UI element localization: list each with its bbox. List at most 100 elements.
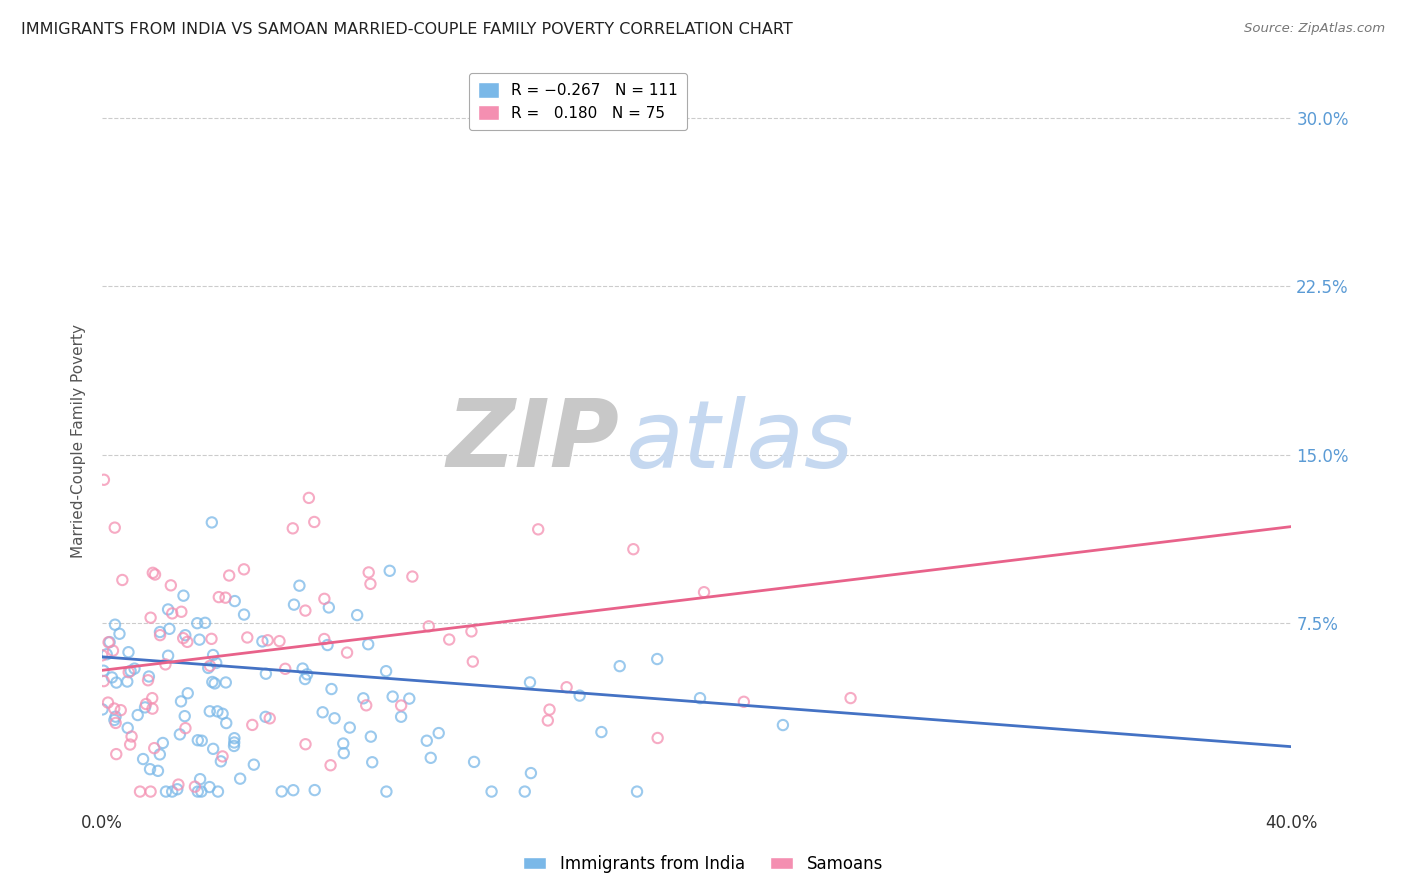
Point: [214, 591, 236, 605]
Point: [209, 755, 232, 769]
Point: [155, 784, 177, 798]
Point: [398, 691, 420, 706]
Point: [311, 706, 333, 720]
Point: [104, 715, 127, 730]
Legend: R = −0.267   N = 111, R =   0.180   N = 75: R = −0.267 N = 111, R = 0.180 N = 75: [468, 73, 688, 129]
Point: [354, 698, 377, 713]
Text: Source: ZipAtlas.com: Source: ZipAtlas.com: [1244, 22, 1385, 36]
Point: [274, 662, 297, 676]
Point: [160, 607, 183, 621]
Point: [127, 708, 149, 723]
Point: [233, 607, 256, 622]
Point: [527, 522, 550, 536]
Point: [256, 633, 278, 648]
Point: [243, 757, 266, 772]
Point: [104, 617, 127, 632]
Point: [645, 652, 668, 666]
Point: [229, 772, 252, 786]
Point: [332, 737, 354, 751]
Point: [204, 676, 226, 690]
Point: [461, 655, 484, 669]
Point: [198, 780, 221, 794]
Point: [211, 749, 233, 764]
Point: [568, 689, 591, 703]
Point: [236, 631, 259, 645]
Point: [460, 624, 482, 639]
Point: [693, 585, 716, 599]
Point: [91, 702, 114, 716]
Point: [437, 632, 460, 647]
Point: [240, 718, 263, 732]
Point: [146, 764, 169, 778]
Point: [401, 569, 423, 583]
Point: [224, 735, 246, 749]
Point: [321, 681, 343, 696]
Point: [215, 675, 238, 690]
Point: [105, 747, 128, 761]
Point: [520, 766, 543, 780]
Point: [336, 646, 359, 660]
Point: [198, 704, 221, 718]
Point: [124, 662, 146, 676]
Point: [198, 658, 221, 673]
Text: ZIP: ZIP: [447, 395, 620, 487]
Point: [211, 706, 233, 721]
Point: [283, 598, 305, 612]
Point: [733, 695, 755, 709]
Point: [111, 573, 134, 587]
Point: [169, 727, 191, 741]
Point: [318, 600, 340, 615]
Point: [142, 566, 165, 580]
Point: [172, 589, 194, 603]
Point: [120, 664, 142, 678]
Point: [202, 648, 225, 662]
Text: IMMIGRANTS FROM INDIA VS SAMOAN MARRIED-COUPLE FAMILY POVERTY CORRELATION CHART: IMMIGRANTS FROM INDIA VS SAMOAN MARRIED-…: [21, 22, 793, 37]
Point: [323, 711, 346, 725]
Point: [294, 604, 316, 618]
Point: [222, 739, 245, 753]
Point: [218, 568, 240, 582]
Point: [233, 562, 256, 576]
Point: [304, 515, 326, 529]
Point: [215, 716, 238, 731]
Point: [224, 594, 246, 608]
Point: [121, 730, 143, 744]
Point: [626, 784, 648, 798]
Point: [359, 577, 381, 591]
Point: [188, 632, 211, 647]
Point: [167, 778, 190, 792]
Point: [97, 635, 120, 649]
Point: [104, 521, 127, 535]
Point: [346, 608, 368, 623]
Point: [361, 756, 384, 770]
Point: [197, 661, 219, 675]
Point: [463, 755, 485, 769]
Point: [117, 674, 139, 689]
Point: [591, 725, 613, 739]
Point: [93, 664, 115, 678]
Point: [149, 628, 172, 642]
Point: [103, 713, 125, 727]
Point: [97, 696, 120, 710]
Point: [160, 784, 183, 798]
Point: [96, 647, 118, 661]
Point: [298, 491, 321, 505]
Point: [381, 690, 404, 704]
Point: [117, 721, 139, 735]
Point: [259, 711, 281, 725]
Point: [339, 721, 361, 735]
Point: [201, 516, 224, 530]
Point: [177, 686, 200, 700]
Point: [110, 703, 132, 717]
Point: [537, 714, 560, 728]
Point: [689, 691, 711, 706]
Point: [304, 783, 326, 797]
Point: [389, 698, 412, 713]
Point: [519, 675, 541, 690]
Point: [93, 473, 115, 487]
Point: [186, 616, 208, 631]
Point: [389, 710, 412, 724]
Legend: Immigrants from India, Samoans: Immigrants from India, Samoans: [516, 848, 890, 880]
Point: [270, 784, 292, 798]
Point: [427, 726, 450, 740]
